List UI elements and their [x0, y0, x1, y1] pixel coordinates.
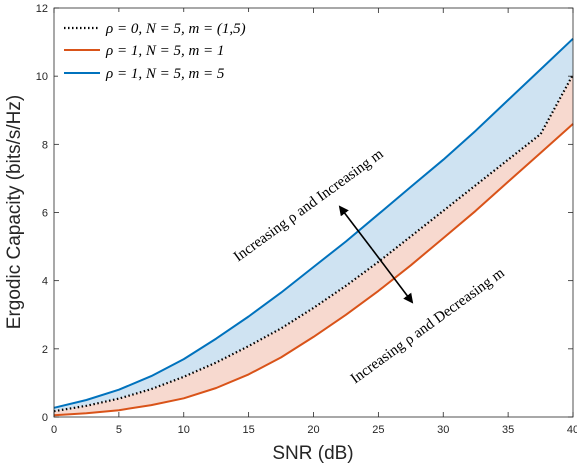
double-arrow	[338, 205, 373, 250]
series-line-0	[53, 73, 574, 413]
legend-label-rho1-m5: ρ = 1, N = 5, m = 5	[105, 66, 225, 82]
x-tick-label-1: 5	[116, 424, 122, 436]
x-tick-label-2: 10	[178, 424, 190, 436]
x-tick-label-4: 20	[307, 424, 319, 436]
x-tick-label-7: 35	[502, 424, 514, 436]
y-axis-ticks: 0 2 4 6 8 10 12	[36, 3, 573, 424]
shaded-region-0	[54, 38, 573, 412]
y-tick-label-3: 6	[42, 208, 48, 220]
legend-label-rho0: ρ = 0, N = 5, m = (1,5)	[105, 21, 246, 37]
x-axis-ticks: 0 5 10 15 20 25 30 35 40	[51, 8, 577, 436]
series-line-2	[53, 37, 574, 409]
shaded-regions	[54, 38, 573, 416]
legend-label-rho1-m1: ρ = 1, N = 5, m = 1	[105, 43, 224, 59]
series-line-1	[53, 123, 574, 417]
series-lines	[53, 37, 574, 417]
y-tick-label-2: 4	[42, 276, 48, 288]
y-tick-label-4: 8	[42, 139, 48, 151]
y-tick-label-1: 2	[42, 344, 48, 356]
x-tick-label-5: 25	[372, 424, 384, 436]
x-tick-label-0: 0	[51, 424, 57, 436]
x-axis-label: SNR (dB)	[272, 443, 353, 464]
x-tick-label-6: 30	[437, 424, 449, 436]
x-tick-label-3: 15	[243, 424, 255, 436]
y-axis-label: Ergodic Capacity (bits/s/Hz)	[4, 95, 25, 329]
y-tick-label-0: 0	[42, 412, 48, 424]
legend: ρ = 0, N = 5, m = (1,5) ρ = 1, N = 5, m …	[58, 12, 298, 86]
x-tick-label-8: 40	[567, 424, 577, 436]
y-tick-label-6: 12	[36, 3, 48, 15]
double-arrow-lower	[371, 248, 414, 304]
y-tick-label-5: 10	[36, 71, 48, 83]
